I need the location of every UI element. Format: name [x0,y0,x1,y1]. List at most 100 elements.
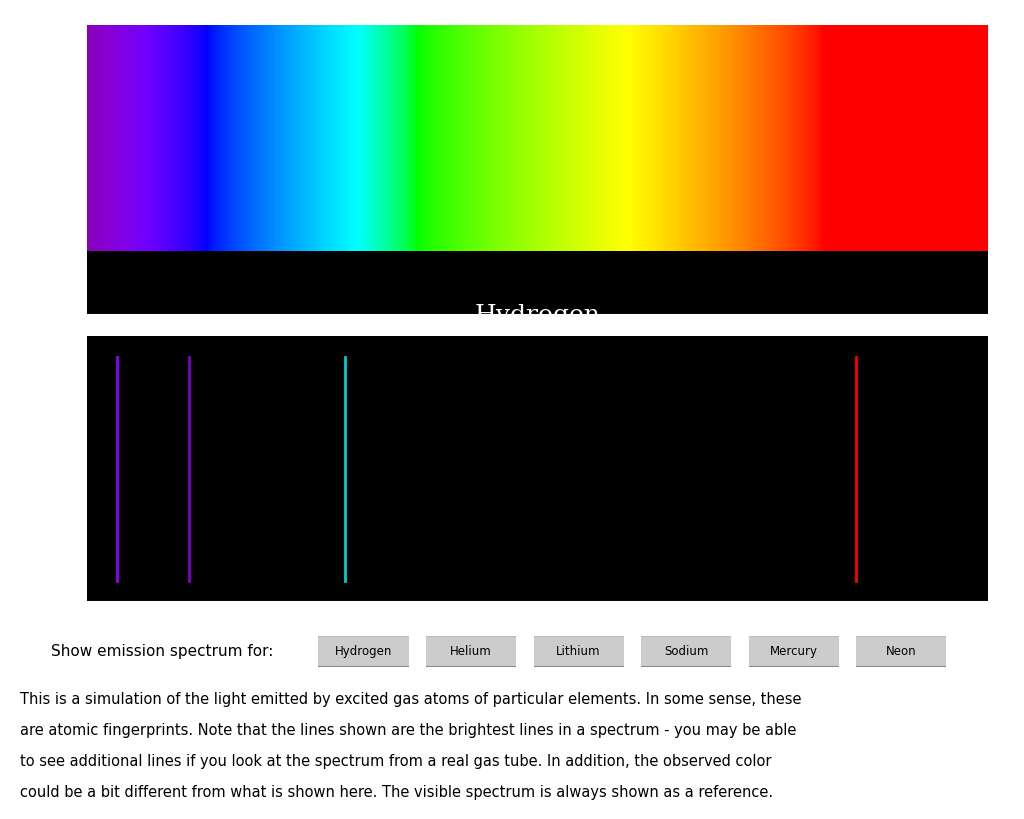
Bar [528,25,530,251]
Bar [774,25,775,251]
Bar [967,25,969,251]
Bar [204,25,206,251]
Bar [231,25,233,251]
Bar [585,25,587,251]
Bar [478,25,480,251]
Bar [534,25,536,251]
Bar [806,25,808,251]
Bar [794,25,796,251]
Bar [505,25,507,251]
Bar [353,25,355,251]
Bar [182,25,184,251]
Bar [241,25,242,251]
Bar [194,25,196,251]
Bar [671,25,673,251]
Bar [481,25,483,251]
Bar [684,25,685,251]
Bar [350,25,352,251]
Bar [540,25,542,251]
Bar [744,25,746,251]
Text: are atomic fingerprints. Note that the lines shown are the brightest lines in a : are atomic fingerprints. Note that the l… [20,723,797,738]
Bar [590,25,592,251]
Bar [127,25,128,251]
Bar [106,25,109,251]
Bar [139,25,141,251]
Bar [633,25,635,251]
Bar [879,25,880,251]
Bar [483,25,485,251]
Bar [545,25,547,251]
Bar [438,25,440,251]
Bar [779,25,781,251]
Bar [628,25,630,251]
Bar [471,25,473,251]
Bar [669,25,671,251]
Bar [689,25,691,251]
Bar [824,25,826,251]
Bar [844,25,846,251]
Bar [316,25,317,251]
Bar [255,25,256,251]
Bar [834,25,835,251]
Bar [322,25,324,251]
Bar [284,25,286,251]
Bar [474,25,476,251]
Bar [918,25,920,251]
Bar [246,25,248,251]
Bar [826,25,827,251]
Bar [680,25,682,251]
Bar [334,25,336,251]
Bar [752,25,754,251]
Bar [361,25,362,251]
Bar [954,25,955,251]
Bar [788,25,790,251]
Bar [864,25,865,251]
Bar [797,25,799,251]
Bar [554,25,556,251]
Bar [381,25,383,251]
Bar [101,25,103,251]
Bar [113,25,114,251]
Bar [801,25,803,251]
Bar [196,25,197,251]
Bar [621,25,623,251]
Bar [839,25,841,251]
Bar [376,25,377,251]
Bar [386,25,388,251]
Bar [453,25,455,251]
Bar [415,25,417,251]
Bar [957,25,959,251]
Bar [343,25,345,251]
Bar [857,25,858,251]
Bar [597,25,599,251]
Bar [294,25,296,251]
Bar [526,25,528,251]
Bar [87,25,89,251]
Bar [452,25,453,251]
Bar [201,25,203,251]
Bar [905,25,907,251]
Bar [417,25,419,251]
Bar [948,25,950,251]
Bar [976,25,977,251]
Bar [962,25,963,251]
Bar [148,25,151,251]
Bar [810,25,812,251]
Bar [782,25,784,251]
Bar [359,25,361,251]
Bar [812,25,813,251]
Bar [737,25,739,251]
Bar [445,25,447,251]
Bar [424,25,426,251]
Bar [206,25,208,251]
Text: Helium: Helium [451,645,492,658]
Bar [678,25,680,251]
Bar [668,25,669,251]
Bar [282,25,284,251]
Text: Show emission spectrum for:: Show emission spectrum for: [51,644,273,658]
Bar [986,25,988,251]
FancyBboxPatch shape [638,636,734,667]
Bar [229,25,231,251]
Bar [877,25,879,251]
Bar [118,25,120,251]
